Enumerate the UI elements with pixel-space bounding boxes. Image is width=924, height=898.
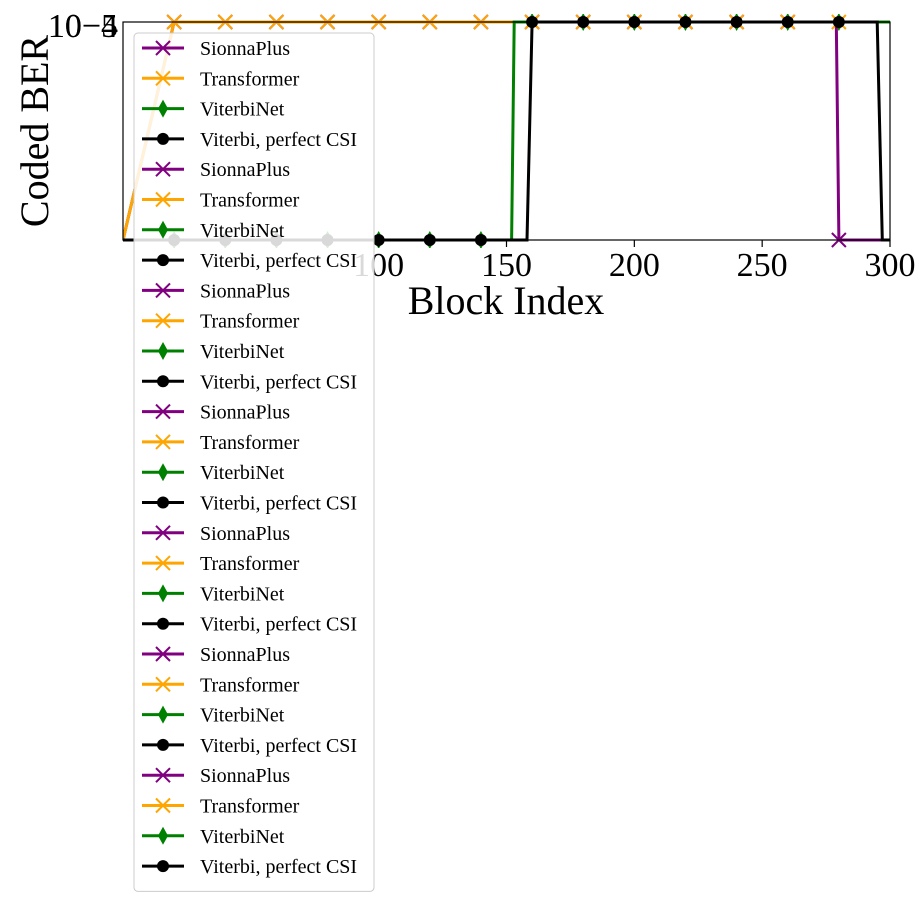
x-axis-label: Block Index [408, 278, 605, 323]
legend-label: ViterbiNet [200, 826, 285, 848]
legend-label: SionnaPlus [200, 280, 290, 302]
legend-marker [158, 99, 168, 118]
legend-entry: SionnaPlus [142, 402, 290, 424]
legend-label: Transformer [200, 68, 300, 90]
legend-marker [155, 312, 171, 329]
legend-label: Transformer [200, 796, 300, 818]
legend-marker [157, 738, 169, 751]
legend-marker [158, 342, 168, 360]
legend-label: Viterbi, perfect CSI [200, 371, 357, 393]
legend-marker [155, 403, 171, 420]
legend-marker [155, 282, 171, 299]
legend-entry: ViterbiNet [142, 583, 285, 605]
legend-label: ViterbiNet [200, 583, 285, 605]
legend-entry: Transformer [142, 190, 300, 212]
legend-marker [155, 525, 171, 541]
legend-label: Viterbi, perfect CSI [200, 856, 357, 878]
legend-entry: ViterbiNet [142, 462, 285, 484]
legend-entry: Viterbi, perfect CSI [142, 614, 357, 636]
legend-entry: SionnaPlus [142, 159, 290, 181]
legend-label: SionnaPlus [200, 159, 290, 181]
legend-entry: Transformer [142, 311, 300, 333]
legend-label: Transformer [200, 311, 300, 333]
legend-label: ViterbiNet [200, 341, 285, 363]
legend-entry: Viterbi, perfect CSI [142, 856, 357, 878]
legend-marker [157, 375, 169, 388]
legend-entry: Viterbi, perfect CSI [142, 250, 357, 272]
legend-marker [158, 826, 168, 845]
legend-label: ViterbiNet [200, 462, 285, 484]
legend-label: SionnaPlus [200, 765, 290, 787]
legend-box [133, 32, 375, 892]
legend-label: Viterbi, perfect CSI [200, 129, 357, 151]
legend-entry: ViterbiNet [142, 220, 285, 242]
legend-entry: SionnaPlus [142, 523, 290, 545]
y-tick-label: 10−5 [48, 8, 118, 45]
legend-entry: SionnaPlus [142, 644, 290, 666]
y-tick-label: 10−4 [48, 8, 118, 45]
legend-marker [155, 767, 171, 783]
legend-marker [155, 555, 171, 571]
legend-label: ViterbiNet [200, 220, 285, 242]
legend-marker [155, 646, 171, 662]
legend-marker [157, 254, 169, 267]
x-tick-label: 150 [481, 247, 532, 284]
legend-marker [155, 70, 171, 87]
legend-label: Viterbi, perfect CSI [200, 735, 357, 757]
legend-label: SionnaPlus [200, 38, 290, 60]
legend-marker [155, 676, 171, 693]
legend-marker [157, 132, 169, 145]
legend-marker [157, 617, 169, 630]
legend-entry: SionnaPlus [142, 280, 290, 302]
legend-label: SionnaPlus [200, 523, 290, 545]
legend-entry: Transformer [142, 553, 300, 575]
legend-marker [157, 496, 169, 509]
legend-entry: Transformer [142, 68, 300, 90]
legend-entry: Viterbi, perfect CSI [142, 735, 357, 757]
legend-entry: ViterbiNet [142, 341, 285, 363]
legend-entry: Transformer [142, 432, 300, 454]
legend-marker [155, 797, 171, 814]
legend-label: Transformer [200, 553, 300, 575]
legend-marker [157, 860, 169, 873]
legend-entry: Viterbi, perfect CSI [142, 493, 357, 515]
x-tick-label: 250 [737, 247, 788, 284]
legend-marker [158, 584, 168, 603]
legend-marker [155, 191, 171, 208]
legend-entry: Transformer [142, 674, 300, 696]
legend-label: SionnaPlus [200, 402, 290, 424]
legend-entry: SionnaPlus [142, 765, 290, 787]
legend: SionnaPlus Transformer ViterbiNet Viterbi, … [133, 32, 375, 892]
x-tick-label: 300 [865, 247, 916, 284]
x-tick-label: 200 [609, 247, 660, 284]
legend-entry: Viterbi, perfect CSI [142, 129, 357, 151]
legend-entry: SionnaPlus [142, 38, 290, 60]
legend-entry: ViterbiNet [142, 705, 285, 727]
legend-label: ViterbiNet [200, 99, 285, 121]
y-axis-label: Coded BER [12, 35, 57, 228]
legend-label: Transformer [200, 674, 300, 696]
legend-marker [158, 463, 168, 482]
legend-label: SionnaPlus [200, 644, 290, 666]
legend-entry: ViterbiNet [142, 826, 285, 848]
legend-label: Viterbi, perfect CSI [200, 493, 357, 515]
legend-label: Transformer [200, 432, 300, 454]
legend-marker [158, 705, 168, 724]
legend-marker [155, 161, 171, 177]
legend-marker [155, 434, 171, 450]
legend-label: Transformer [200, 190, 300, 212]
legend-marker [158, 220, 168, 239]
legend-label: Viterbi, perfect CSI [200, 614, 357, 636]
legend-marker [155, 40, 171, 56]
legend-label: Viterbi, perfect CSI [200, 250, 357, 272]
legend-entry: Viterbi, perfect CSI [142, 371, 357, 393]
legend-entry: Transformer [142, 796, 300, 818]
legend-label: ViterbiNet [200, 705, 285, 727]
legend-entry: ViterbiNet [142, 99, 285, 121]
